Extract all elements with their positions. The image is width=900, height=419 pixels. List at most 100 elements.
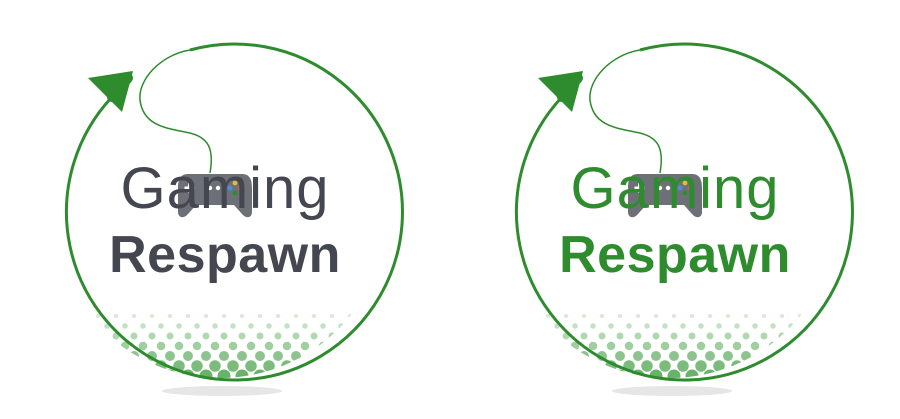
- halftone-dot: [101, 360, 113, 372]
- halftone-dot: [732, 341, 742, 351]
- halftone-dot: [73, 369, 87, 378]
- halftone-dot: [616, 332, 624, 340]
- halftone-dot: [564, 314, 568, 318]
- halftone-dot: [132, 314, 136, 318]
- halftone-dot: [687, 351, 697, 361]
- halftone-dot: [662, 323, 668, 329]
- halftone-dot: [176, 323, 182, 329]
- halftone-dot: [201, 351, 211, 361]
- halftone-dot: [626, 323, 632, 329]
- halftone-dot: [230, 323, 236, 329]
- halftone-dot: [227, 360, 239, 372]
- halftone-dot: [577, 369, 591, 378]
- halftone-dot: [192, 341, 202, 351]
- halftone-dot: [276, 314, 280, 318]
- halftone-dot: [651, 351, 661, 361]
- halftone-dot: [579, 351, 589, 361]
- halftone-dot: [534, 341, 544, 351]
- halftone-dot: [302, 323, 308, 329]
- halftone-dot: [705, 351, 715, 361]
- halftone-dot: [624, 341, 634, 351]
- halftone-dot: [708, 314, 712, 318]
- halftone-dot: [138, 341, 148, 351]
- halftone-dot: [633, 351, 643, 361]
- halftone-dots: [73, 314, 365, 378]
- halftone-dot: [300, 341, 310, 351]
- halftone-dot: [248, 323, 254, 329]
- halftone-dot: [659, 360, 671, 372]
- halftone-dot: [641, 360, 653, 372]
- halftone-dot: [543, 351, 553, 361]
- halftone-dot: [588, 341, 598, 351]
- halftone-dot: [757, 369, 771, 378]
- halftone-dot: [669, 351, 679, 361]
- halftone-dot: [590, 323, 596, 329]
- halftone-dot: [726, 314, 730, 318]
- halftone-dot: [546, 314, 550, 318]
- halftone-dot: [752, 323, 758, 329]
- logo-shadow: [162, 386, 282, 396]
- halftone-dot: [174, 341, 184, 351]
- halftone-dot: [86, 323, 92, 329]
- halftone-dot: [266, 323, 272, 329]
- halftone-dot: [83, 360, 95, 372]
- halftone-dot: [698, 323, 704, 329]
- halftone-dot: [572, 323, 578, 329]
- halftone-dot: [291, 351, 301, 361]
- halftone-dot: [716, 323, 722, 329]
- halftone-dot: [222, 314, 226, 318]
- halftone-dot: [642, 341, 652, 351]
- halftone-dot: [109, 369, 123, 378]
- halftone-dot: [168, 314, 172, 318]
- halftone-dot: [284, 323, 290, 329]
- halftone-dot: [636, 314, 640, 318]
- halftone-dot: [354, 341, 364, 351]
- halftone-dot: [237, 351, 247, 361]
- halftone-dot: [544, 332, 552, 340]
- halftone-dot: [240, 314, 244, 318]
- halftone-dot: [695, 360, 707, 372]
- halftone-dot: [320, 323, 326, 329]
- halftone-dot: [552, 341, 562, 351]
- halftone-dot: [148, 332, 156, 340]
- halftone-dot: [217, 369, 231, 378]
- halftone-dot: [780, 314, 784, 318]
- halftone-dot: [210, 341, 220, 351]
- halftone-dot: [541, 369, 555, 378]
- halftone-dot: [688, 332, 696, 340]
- halftone-dot: [670, 332, 678, 340]
- halftone-dot: [194, 323, 200, 329]
- halftone-dot: [353, 360, 365, 372]
- halftone-dot: [338, 323, 344, 329]
- logo-word-respawn: Respawn: [109, 226, 341, 284]
- halftone-dot: [258, 314, 262, 318]
- halftone-dot: [343, 369, 357, 378]
- game-controller-icon: [178, 174, 252, 218]
- halftone-dot: [184, 332, 192, 340]
- halftone-dot: [767, 360, 779, 372]
- halftone-dot: [310, 332, 318, 340]
- halftone-dot: [714, 341, 724, 351]
- halftone-dot: [119, 360, 131, 372]
- halftone-dot: [163, 369, 177, 378]
- halftone-dot: [760, 332, 768, 340]
- halftone-dot: [91, 369, 105, 378]
- halftone-dot: [742, 332, 750, 340]
- controller-cable: [139, 49, 213, 174]
- halftone-dot: [750, 341, 760, 351]
- ring-arc: [514, 42, 854, 382]
- halftone-dots: [523, 314, 815, 378]
- halftone-dot: [345, 351, 355, 361]
- halftone-dot: [282, 341, 292, 351]
- halftone-dot: [600, 314, 604, 318]
- halftone-dot: [335, 360, 347, 372]
- controller-cable: [589, 49, 663, 174]
- halftone-dot: [644, 323, 650, 329]
- halftone-dot: [618, 314, 622, 318]
- halftone-dot: [122, 323, 128, 329]
- halftone-dot: [294, 314, 298, 318]
- logo-graphic: [514, 42, 854, 396]
- arrow-shaft: [107, 73, 133, 102]
- halftone-dot: [127, 369, 141, 378]
- halftone-dot: [75, 351, 85, 361]
